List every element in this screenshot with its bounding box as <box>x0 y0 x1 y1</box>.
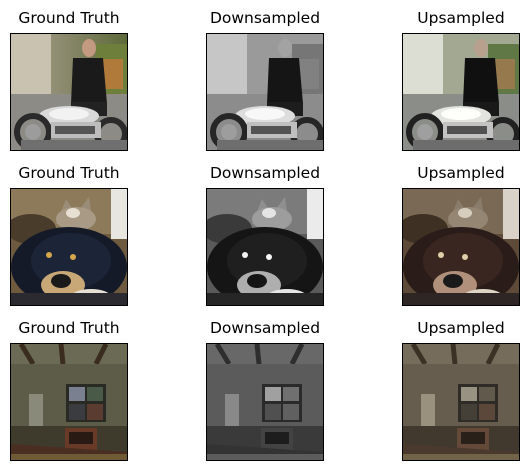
image-frame <box>10 343 128 461</box>
image-frame <box>10 188 128 306</box>
image-frame <box>402 343 520 461</box>
panel-title: Downsampled <box>209 319 321 337</box>
panel-title: Upsampled <box>417 9 505 27</box>
panel-title: Ground Truth <box>18 164 120 182</box>
panel-title: Downsampled <box>209 164 321 182</box>
image-frame <box>206 343 324 461</box>
panel-title: Ground Truth <box>18 9 120 27</box>
image-frame <box>206 188 324 306</box>
room-image <box>11 344 127 460</box>
dog-and-cat-image <box>207 189 323 305</box>
panel-title: Upsampled <box>417 319 505 337</box>
image-frame <box>10 33 128 151</box>
dog-and-cat-image <box>11 189 127 305</box>
panel-title: Upsampled <box>417 164 505 182</box>
panel-title: Ground Truth <box>18 319 120 337</box>
motorcycle-image <box>207 34 323 150</box>
motorcycle-image <box>403 34 519 150</box>
room-image <box>207 344 323 460</box>
image-frame <box>206 33 324 151</box>
image-frame <box>402 33 520 151</box>
panel-title: Downsampled <box>209 9 321 27</box>
dog-and-cat-image <box>403 189 519 305</box>
motorcycle-image <box>11 34 127 150</box>
room-image <box>403 344 519 460</box>
image-frame <box>402 188 520 306</box>
